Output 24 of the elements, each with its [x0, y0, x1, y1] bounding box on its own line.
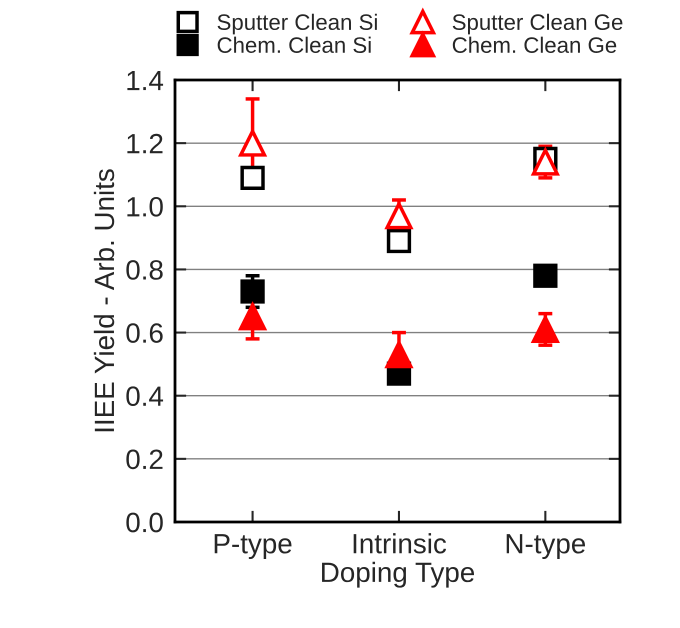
y-tick-label: 1.4	[127, 70, 164, 90]
y-tick-label: 0.8	[126, 260, 163, 280]
point	[240, 166, 265, 190]
x-tick-label: P-type	[214, 534, 292, 560]
legend-label: Sputter Clean Ge	[452, 14, 622, 34]
y-tick-label: 0.4	[126, 386, 164, 406]
y-axis-title: IIEE Yield - Arb. Units	[94, 169, 114, 432]
x-tick-label: N-type	[506, 534, 586, 560]
y-tick-label: 1.0	[127, 196, 163, 217]
y-tick-label: 0.0	[126, 512, 163, 532]
point	[385, 202, 413, 230]
point	[386, 228, 412, 254]
legend-label: Sputter Clean Si	[218, 14, 377, 34]
x-axis-title: Doping Type	[322, 562, 474, 588]
point	[239, 303, 266, 330]
y-tick-label: 1.2	[127, 134, 162, 154]
legend-label: Chem. Clean Si	[218, 36, 371, 53]
point	[240, 279, 265, 304]
y-tick-label: 0.6	[126, 323, 163, 343]
y-tick-label: 0.2	[126, 450, 162, 470]
legend-label: Chem. Clean Ge	[452, 36, 616, 53]
point	[533, 264, 558, 288]
x-tick-label: Intrinsic	[354, 533, 446, 554]
point	[532, 316, 559, 343]
